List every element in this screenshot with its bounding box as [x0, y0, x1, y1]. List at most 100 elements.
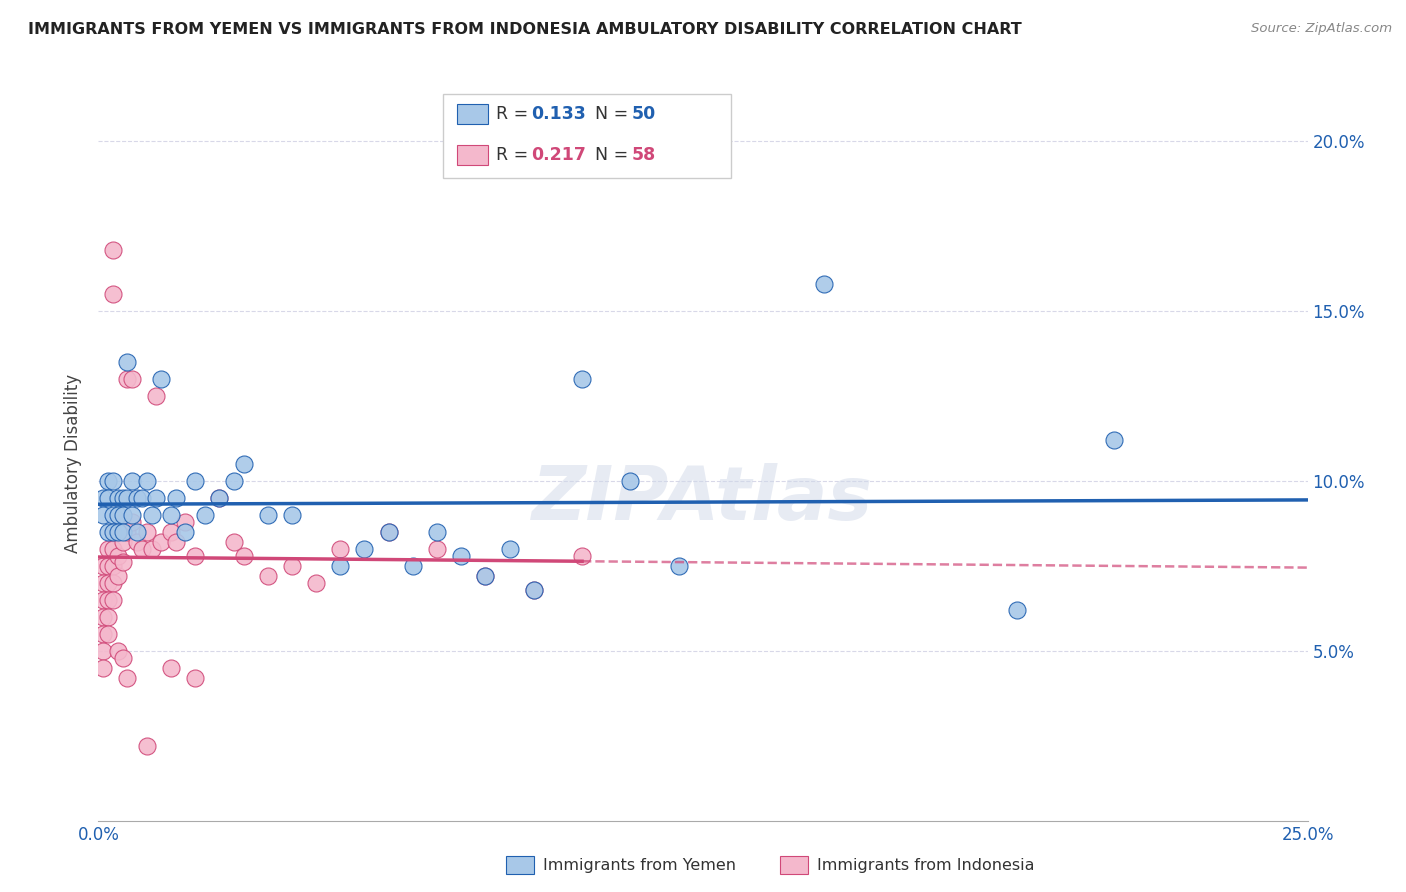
- Text: 50: 50: [631, 105, 655, 123]
- Point: [97, 524, 120, 539]
- Point: [135, 524, 157, 539]
- Point: [101, 541, 124, 556]
- Point: [813, 277, 835, 291]
- Text: R =: R =: [496, 146, 534, 164]
- Point: [450, 549, 472, 563]
- Point: [1007, 603, 1029, 617]
- Point: [111, 650, 134, 665]
- Point: [101, 243, 124, 257]
- Point: [91, 626, 114, 640]
- Point: [127, 491, 149, 505]
- Point: [117, 372, 139, 386]
- Point: [150, 372, 173, 386]
- Point: [135, 739, 157, 753]
- Point: [222, 474, 245, 488]
- Point: [1102, 433, 1125, 447]
- Point: [97, 626, 120, 640]
- Point: [107, 508, 129, 522]
- Point: [256, 569, 278, 583]
- Point: [145, 389, 167, 403]
- Text: Immigrants from Yemen: Immigrants from Yemen: [543, 858, 735, 872]
- Point: [194, 508, 217, 522]
- Point: [101, 558, 124, 573]
- Point: [160, 508, 183, 522]
- Point: [131, 541, 153, 556]
- Point: [474, 569, 496, 583]
- Point: [426, 524, 449, 539]
- Text: N =: N =: [595, 146, 634, 164]
- Text: Immigrants from Indonesia: Immigrants from Indonesia: [817, 858, 1035, 872]
- Text: R =: R =: [496, 105, 534, 123]
- Text: Source: ZipAtlas.com: Source: ZipAtlas.com: [1251, 22, 1392, 36]
- Point: [111, 508, 134, 522]
- Point: [107, 524, 129, 539]
- Point: [141, 508, 163, 522]
- Point: [184, 474, 207, 488]
- Point: [111, 555, 134, 569]
- Point: [107, 549, 129, 563]
- Point: [402, 558, 425, 573]
- Point: [165, 491, 187, 505]
- Point: [91, 644, 114, 658]
- Point: [91, 508, 114, 522]
- Text: ZIPAtlas: ZIPAtlas: [533, 463, 873, 536]
- Point: [121, 508, 143, 522]
- Point: [127, 524, 149, 539]
- Point: [141, 541, 163, 556]
- Point: [91, 491, 114, 505]
- Point: [101, 287, 124, 301]
- Text: N =: N =: [595, 105, 634, 123]
- Point: [160, 524, 183, 539]
- Point: [97, 474, 120, 488]
- Point: [150, 535, 173, 549]
- Point: [117, 355, 139, 369]
- Point: [97, 558, 120, 573]
- Point: [329, 541, 352, 556]
- Point: [184, 671, 207, 685]
- Point: [160, 661, 183, 675]
- Point: [91, 592, 114, 607]
- Point: [91, 661, 114, 675]
- Point: [91, 558, 114, 573]
- Text: 58: 58: [631, 146, 655, 164]
- Point: [111, 515, 134, 529]
- Point: [571, 372, 593, 386]
- Point: [117, 671, 139, 685]
- Point: [101, 524, 124, 539]
- Point: [232, 457, 254, 471]
- Point: [121, 372, 143, 386]
- Point: [135, 474, 157, 488]
- Point: [101, 508, 124, 522]
- Text: 0.217: 0.217: [531, 146, 586, 164]
- Point: [232, 549, 254, 563]
- Point: [97, 541, 120, 556]
- Point: [184, 549, 207, 563]
- Point: [165, 535, 187, 549]
- Point: [101, 474, 124, 488]
- Point: [377, 524, 399, 539]
- Point: [329, 558, 352, 573]
- Point: [523, 582, 546, 597]
- Point: [107, 524, 129, 539]
- Point: [97, 575, 120, 590]
- Y-axis label: Ambulatory Disability: Ambulatory Disability: [65, 375, 83, 553]
- Point: [256, 508, 278, 522]
- Point: [208, 491, 231, 505]
- Point: [131, 491, 153, 505]
- Point: [426, 541, 449, 556]
- Point: [222, 535, 245, 549]
- Point: [571, 549, 593, 563]
- Point: [101, 575, 124, 590]
- Point: [474, 569, 496, 583]
- Point: [305, 575, 328, 590]
- Point: [111, 491, 134, 505]
- Point: [91, 575, 114, 590]
- Point: [127, 535, 149, 549]
- Text: 0.133: 0.133: [531, 105, 586, 123]
- Point: [107, 491, 129, 505]
- Point: [523, 582, 546, 597]
- Point: [145, 491, 167, 505]
- Point: [101, 592, 124, 607]
- Point: [174, 524, 197, 539]
- Point: [281, 508, 304, 522]
